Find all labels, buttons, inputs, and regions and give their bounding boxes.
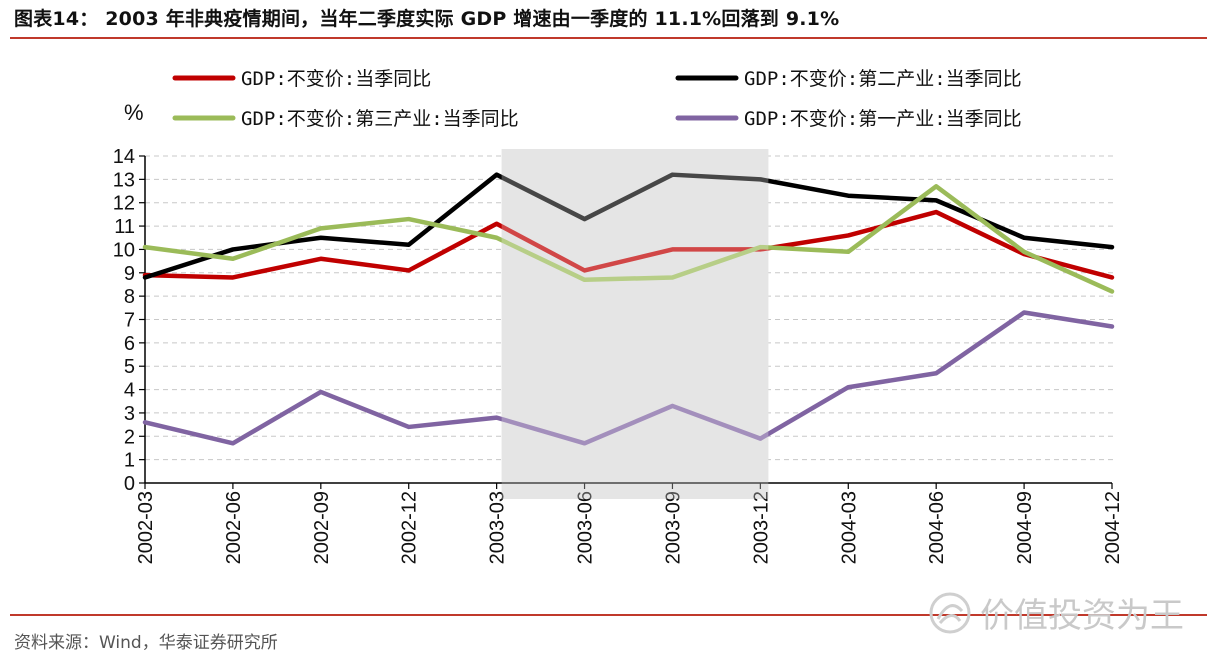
legend-label: GDP:不变价:当季同比 bbox=[241, 68, 431, 90]
y-tick-label: 14 bbox=[113, 146, 135, 168]
legend-label: GDP:不变价:第三产业:当季同比 bbox=[241, 108, 519, 130]
y-tick-label: 10 bbox=[113, 239, 135, 261]
highlight-overlay bbox=[501, 149, 769, 499]
top-rule bbox=[10, 37, 1207, 39]
x-tick-label: 2003-09 bbox=[662, 491, 684, 564]
y-tick-label: 4 bbox=[124, 380, 135, 402]
source-note: 资料来源：Wind，华泰证券研究所 bbox=[14, 633, 278, 653]
y-tick-label: 13 bbox=[113, 169, 135, 191]
watermark-text: 价值投资为王 bbox=[980, 596, 1184, 636]
chart-title: 图表14： 2003 年非典疫情期间，当年二季度实际 GDP 增速由一季度的 1… bbox=[14, 8, 840, 30]
x-tick-label: 2002-12 bbox=[399, 491, 421, 564]
y-tick-label: 7 bbox=[124, 310, 135, 332]
x-tick-label: 2004-12 bbox=[1102, 491, 1124, 564]
series-line-3 bbox=[142, 184, 1115, 294]
y-axis-unit: % bbox=[124, 100, 144, 125]
y-tick-label: 8 bbox=[124, 286, 135, 308]
sars-period-highlight bbox=[501, 149, 769, 499]
y-tick-label: 5 bbox=[124, 356, 135, 378]
y-tick-label: 6 bbox=[124, 333, 135, 355]
y-tick-label: 1 bbox=[124, 450, 135, 472]
series-line-2 bbox=[142, 172, 1115, 280]
x-tick-label: 2004-06 bbox=[926, 491, 948, 564]
series-line-4 bbox=[142, 310, 1115, 446]
legend-label: GDP:不变价:第一产业:当季同比 bbox=[744, 108, 1022, 130]
legend-label: GDP:不变价:第二产业:当季同比 bbox=[744, 68, 1022, 90]
series-lines bbox=[142, 149, 1115, 499]
x-tick-label: 2003-03 bbox=[487, 491, 509, 564]
x-tick-label: 2003-12 bbox=[750, 491, 772, 564]
y-tick-label: 3 bbox=[124, 403, 135, 425]
x-tick-label: 2004-09 bbox=[1014, 491, 1036, 564]
series-line-1 bbox=[142, 209, 1115, 280]
watermark-logo-icon bbox=[929, 592, 971, 633]
y-tick-label: 9 bbox=[124, 263, 135, 285]
y-tick-label: 12 bbox=[113, 193, 135, 215]
x-tick-label: 2004-03 bbox=[838, 491, 860, 564]
x-tick-label: 2002-09 bbox=[311, 491, 333, 564]
legend: GDP:不变价:当季同比 GDP:不变价:第二产业:当季同比 GDP:不变价:第三产… bbox=[172, 68, 1022, 130]
x-tick-label: 2002-06 bbox=[223, 491, 245, 564]
y-tick-label: 11 bbox=[114, 216, 135, 238]
x-tick-label: 2003-06 bbox=[575, 491, 597, 564]
watermark: 价值投资为王 bbox=[928, 588, 1184, 637]
bottom-rule bbox=[10, 614, 1207, 616]
x-tick-label: 2002-03 bbox=[135, 491, 157, 564]
y-tick-label: 0 bbox=[124, 473, 135, 495]
y-tick-label: 2 bbox=[124, 426, 135, 448]
